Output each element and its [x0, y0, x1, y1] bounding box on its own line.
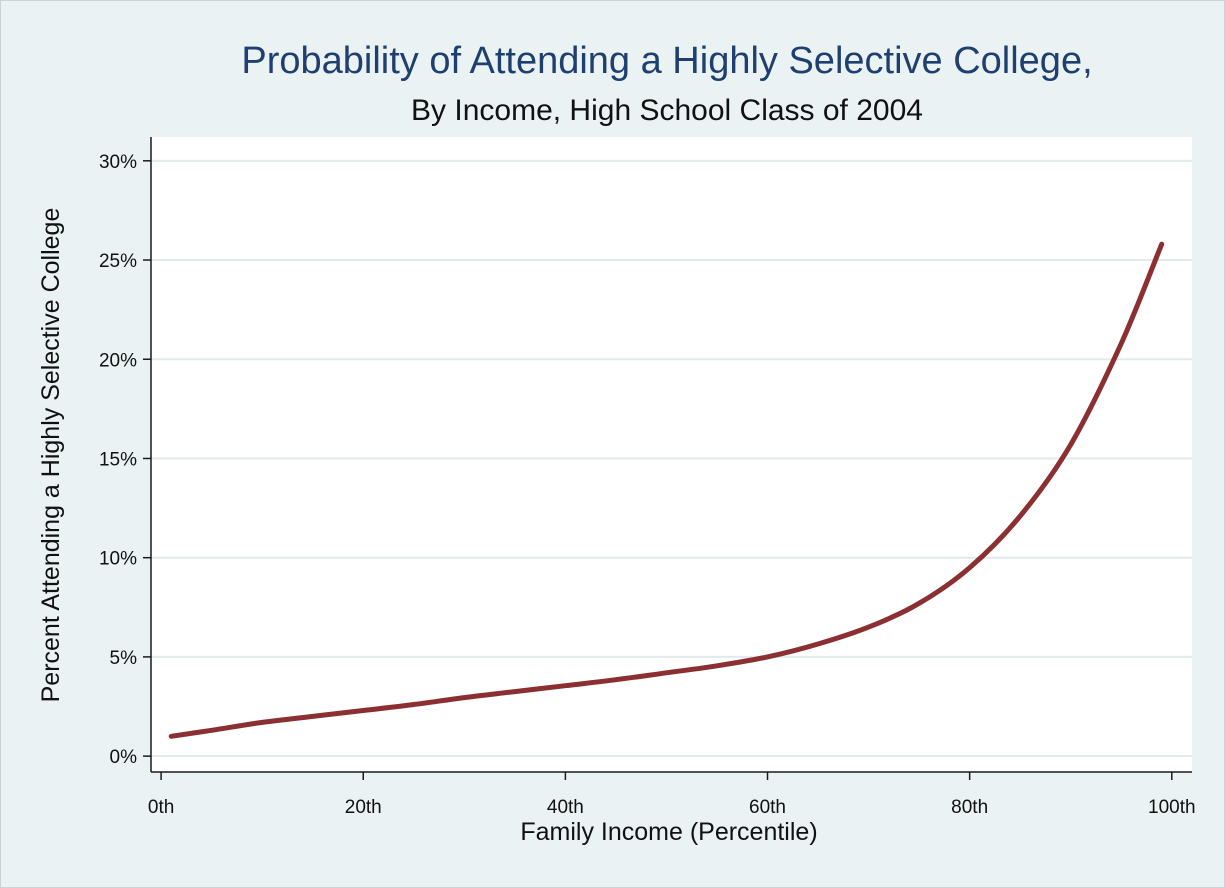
grid-lines: [151, 159, 1192, 758]
x-axis-ticks: 0th 20th 40th 60th 80th 100th: [148, 772, 1196, 818]
x-tick-label: 0th: [148, 797, 174, 818]
y-tick-label: 10%: [99, 549, 137, 570]
series-layer: [168, 241, 1165, 739]
series-line: [168, 241, 1165, 739]
chart-title: Probability of Attending a Highly Select…: [241, 40, 1092, 82]
x-tick-label: 20th: [345, 797, 382, 818]
y-tick-label: 0%: [110, 747, 138, 768]
y-tick-label: 5%: [110, 648, 138, 669]
y-tick-label: 20%: [99, 350, 137, 371]
x-tick-label: 100th: [1148, 797, 1196, 818]
y-tick-label: 15%: [99, 449, 137, 470]
x-tick-label: 40th: [547, 797, 584, 818]
y-axis-title: Percent Attending a Highly Selective Col…: [37, 208, 65, 703]
chart-subtitle: By Income, High School Class of 2004: [411, 94, 923, 127]
x-tick-label: 60th: [749, 797, 786, 818]
y-tick-label: 30%: [99, 152, 137, 173]
x-axis-title: Family Income (Percentile): [520, 818, 817, 846]
y-axis-ticks: 0% 5% 10% 15% 20% 25% 30%: [99, 152, 151, 768]
plot-area: [151, 137, 1192, 772]
y-tick-label: 25%: [99, 251, 137, 272]
x-tick-label: 80th: [951, 797, 988, 818]
